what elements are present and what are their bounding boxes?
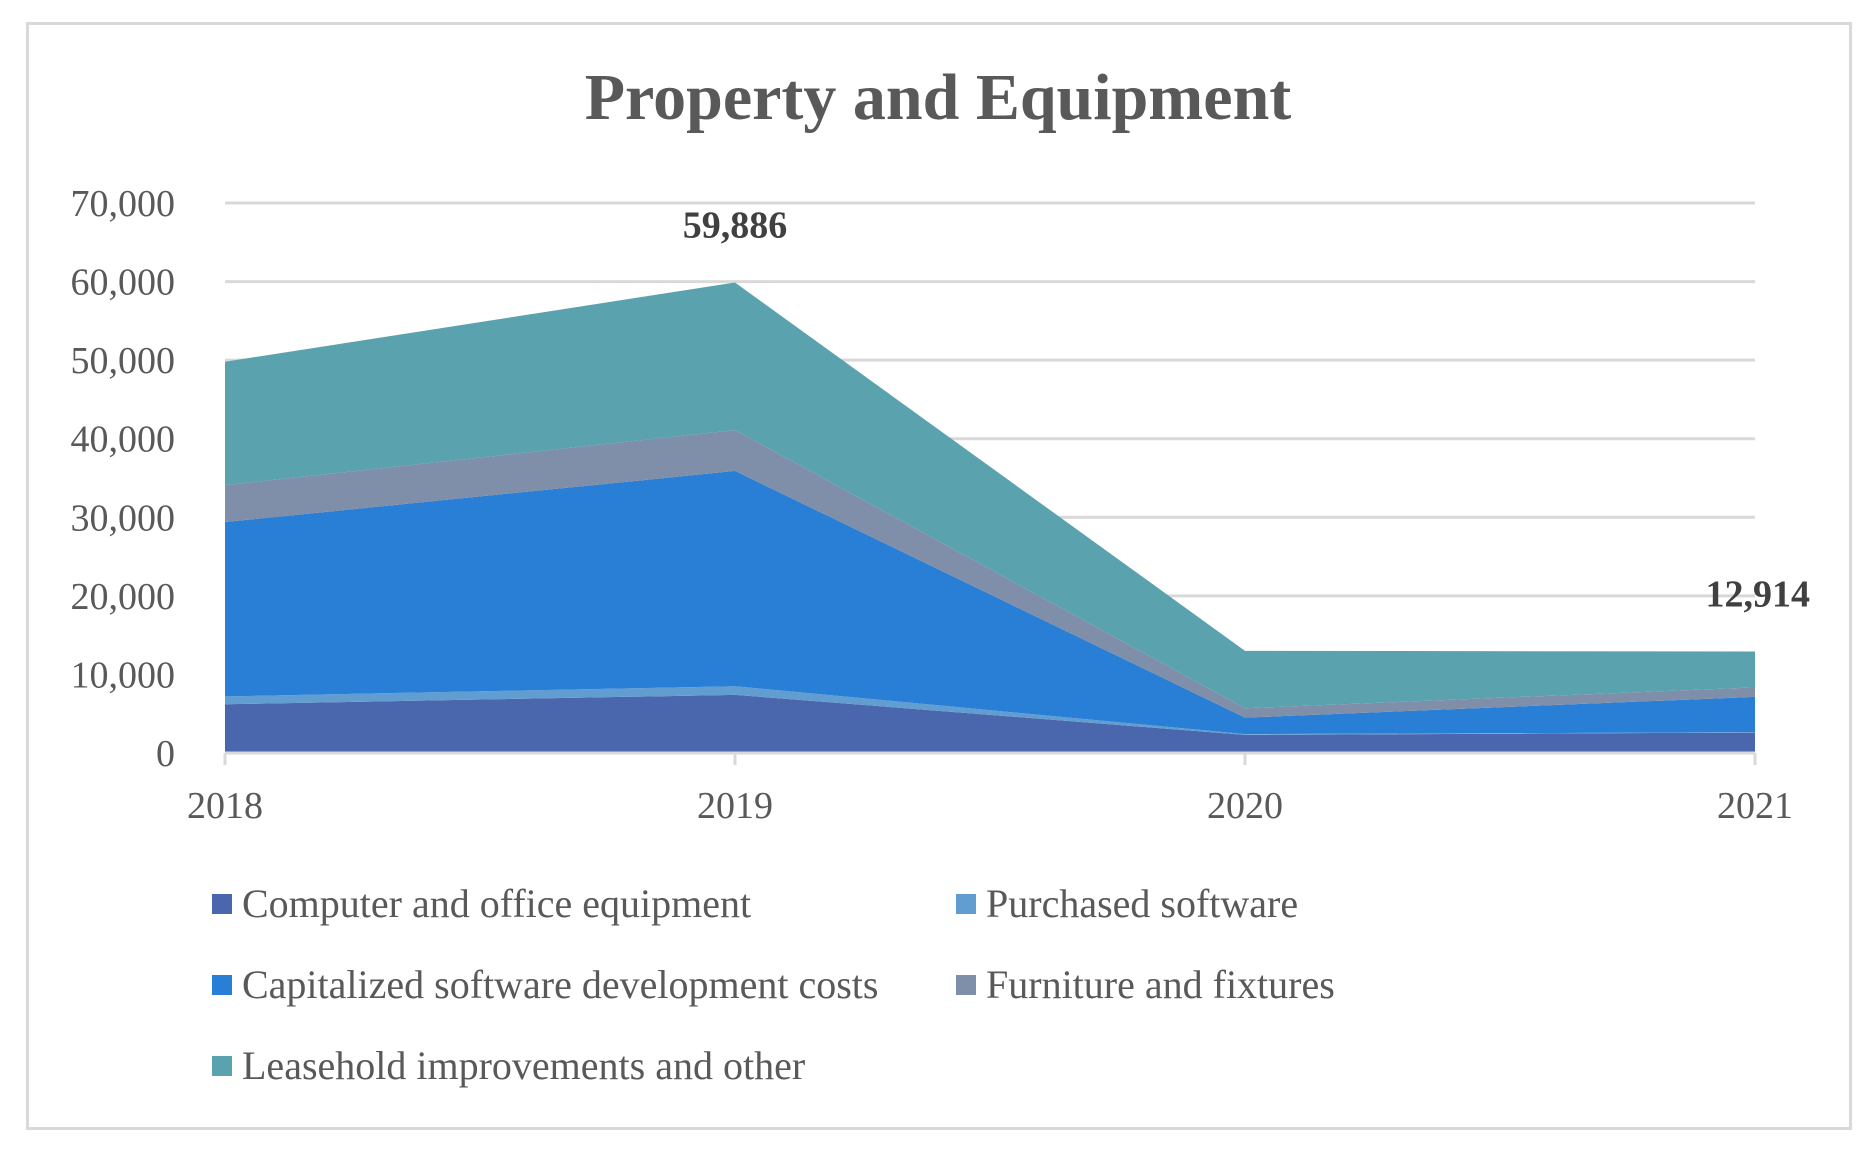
chart-title: Property and Equipment [584, 61, 1292, 134]
legend-label: Computer and office equipment [242, 881, 752, 926]
legend-item: Computer and office equipment [212, 880, 751, 927]
y-tick-label: 60,000 [71, 262, 176, 304]
y-tick-label: 40,000 [71, 419, 176, 461]
legend-swatch [212, 974, 232, 995]
area-series-2 [225, 470, 1755, 735]
legend-item: Furniture and fixtures [956, 961, 1335, 1008]
area-series-0 [225, 694, 1755, 753]
y-tick-label: 0 [156, 733, 175, 775]
data-label: 12,914 [1706, 574, 1811, 616]
y-tick-label: 20,000 [71, 576, 176, 618]
legend-item: Leasehold improvements and other [212, 1042, 805, 1089]
legend-item: Capitalized software development costs [212, 961, 878, 1008]
legend-swatch [212, 1055, 232, 1076]
legend-label: Capitalized software development costs [242, 962, 879, 1007]
x-tick-label: 2020 [1207, 785, 1283, 827]
x-tick-label: 2018 [187, 785, 263, 827]
x-tick-label: 2021 [1717, 785, 1793, 827]
chart-frame [26, 22, 1852, 1130]
y-tick-label: 50,000 [71, 340, 176, 382]
area-series-3 [225, 430, 1755, 718]
y-tick-label: 30,000 [71, 497, 176, 539]
y-tick-label: 10,000 [71, 654, 176, 696]
x-tick-label: 2019 [697, 785, 773, 827]
y-tick-label: 70,000 [71, 183, 176, 225]
legend-swatch [956, 893, 976, 914]
legend-item: Purchased software [956, 880, 1298, 927]
legend-label: Leasehold improvements and other [242, 1043, 806, 1088]
area-series-4 [225, 282, 1755, 709]
legend-label: Purchased software [986, 881, 1299, 926]
legend-swatch [956, 974, 976, 995]
legend-swatch [212, 893, 232, 914]
data-label: 59,886 [683, 204, 788, 246]
legend-label: Furniture and fixtures [986, 962, 1335, 1007]
area-series-1 [225, 686, 1755, 735]
